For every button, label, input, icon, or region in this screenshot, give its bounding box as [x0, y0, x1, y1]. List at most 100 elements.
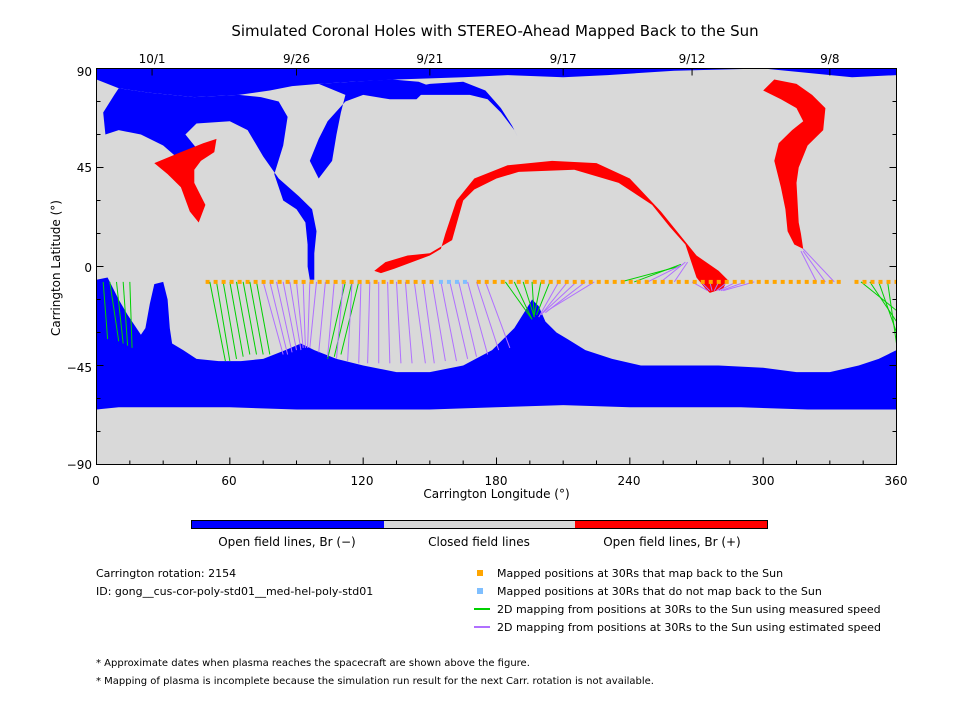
mapped-point: [253, 279, 258, 284]
unmapped-point: [462, 279, 467, 284]
measured-speed-line: [102, 281, 109, 340]
mapped-point: [421, 279, 426, 284]
unmapped-point: [438, 279, 443, 284]
estimated-speed-line: [296, 281, 304, 348]
mapped-point: [413, 279, 418, 284]
estimated-speed-line: [431, 281, 446, 362]
x-axis-label: Carrington Longitude (°): [423, 487, 570, 501]
mapped-point: [500, 279, 505, 284]
mapped-point: [862, 279, 867, 284]
y-tick-label: −45: [66, 361, 92, 375]
mapped-points: [205, 279, 897, 284]
estimated-speed-line: [440, 281, 457, 362]
mapped-point: [269, 279, 274, 284]
measured-speed-line: [242, 281, 257, 355]
mapped-point: [516, 279, 521, 284]
mapped-point: [532, 279, 537, 284]
measured-speed-line: [216, 281, 231, 362]
colorbar: [191, 520, 768, 529]
region-north-main: [374, 160, 728, 293]
estimated-speed-line: [540, 281, 569, 316]
x-tick-label: 0: [92, 474, 100, 488]
date-label: 9/21: [416, 52, 444, 66]
estimated-speed-line: [802, 248, 835, 283]
measured-speed-line: [333, 281, 353, 357]
estimated-speed-line: [538, 281, 560, 318]
mapped-point: [732, 279, 737, 284]
mapped-point: [317, 279, 322, 284]
date-label: 9/12: [678, 52, 706, 66]
blue-square-icon: [477, 588, 483, 594]
mapped-point: [229, 279, 234, 284]
estimated-speed-line: [276, 281, 293, 353]
colorbar-label: Open field lines, Br (−): [218, 535, 356, 549]
mapped-point: [796, 279, 801, 284]
coronal-hole-map: [96, 68, 897, 465]
mapped-point: [748, 279, 753, 284]
estimated-speed-line: [404, 281, 413, 364]
region-north-pole: [96, 68, 897, 98]
mapped-point: [878, 279, 883, 284]
green-line-icon: [474, 608, 490, 610]
colorbar-label: Closed field lines: [428, 535, 530, 549]
mapped-point: [820, 279, 825, 284]
measured-speed-line: [249, 281, 264, 355]
mapped-point: [389, 279, 394, 284]
mapped-point: [476, 279, 481, 284]
measured-speed-line: [222, 281, 237, 359]
mapped-point: [293, 279, 298, 284]
region-north-west: [154, 138, 217, 223]
mapped-point: [804, 279, 809, 284]
legend-label: Mapped positions at 30Rs that map back t…: [497, 567, 784, 580]
estimated-speed-line: [302, 281, 306, 348]
mapped-point: [357, 279, 362, 284]
measured-speed-line: [122, 281, 129, 346]
measured-speed-line: [109, 281, 120, 342]
estimated-speed-line: [467, 281, 489, 355]
mapped-point: [429, 279, 434, 284]
orange-square-icon: [477, 570, 483, 576]
mapped-point: [700, 279, 705, 284]
y-tick-label: −90: [66, 458, 92, 472]
estimated-speed-line: [358, 281, 362, 364]
footnote: * Approximate dates when plasma reaches …: [96, 658, 530, 669]
measured-speed-line: [513, 281, 533, 320]
mapped-point: [788, 279, 793, 284]
mapped-point: [812, 279, 817, 284]
date-label: 9/26: [283, 52, 310, 66]
measured-speed-line: [533, 281, 542, 315]
mapped-point: [245, 279, 250, 284]
mapped-point: [333, 279, 338, 284]
x-tick-label: 180: [484, 474, 508, 488]
measured-speed-line: [531, 281, 535, 318]
purple-line-icon: [474, 626, 490, 628]
x-tick-label: 60: [221, 474, 237, 488]
mapped-point: [556, 279, 561, 284]
estimated-speed-line: [547, 281, 595, 311]
estimated-speed-line: [458, 281, 477, 357]
mapped-point: [628, 279, 633, 284]
date-label: 10/1: [138, 52, 166, 66]
estimated-speed-line: [542, 281, 577, 314]
estimated-speed-line: [476, 281, 500, 351]
mapped-point: [309, 279, 314, 284]
mapped-point: [397, 279, 402, 284]
mapped-point: [620, 279, 625, 284]
mapped-point: [772, 279, 777, 284]
estimated-speed-line: [422, 281, 435, 364]
region-north-east: [763, 79, 826, 249]
measured-speed-line: [522, 281, 535, 318]
mapped-point: [764, 279, 769, 284]
estimated-speed-line: [262, 281, 284, 355]
mapped-point: [652, 279, 657, 284]
measured-speed-line: [634, 263, 682, 283]
estimated-speed-line: [800, 250, 817, 283]
mapped-point: [277, 279, 282, 284]
mapped-point: [636, 279, 641, 284]
y-axis-label: Carrington Latitude (°): [49, 200, 63, 336]
y-tick-label: 90: [76, 65, 92, 79]
mapped-point: [854, 279, 859, 284]
estimated-speed-line: [307, 281, 311, 348]
mapped-point: [540, 279, 545, 284]
measured-speed-line: [236, 281, 251, 355]
